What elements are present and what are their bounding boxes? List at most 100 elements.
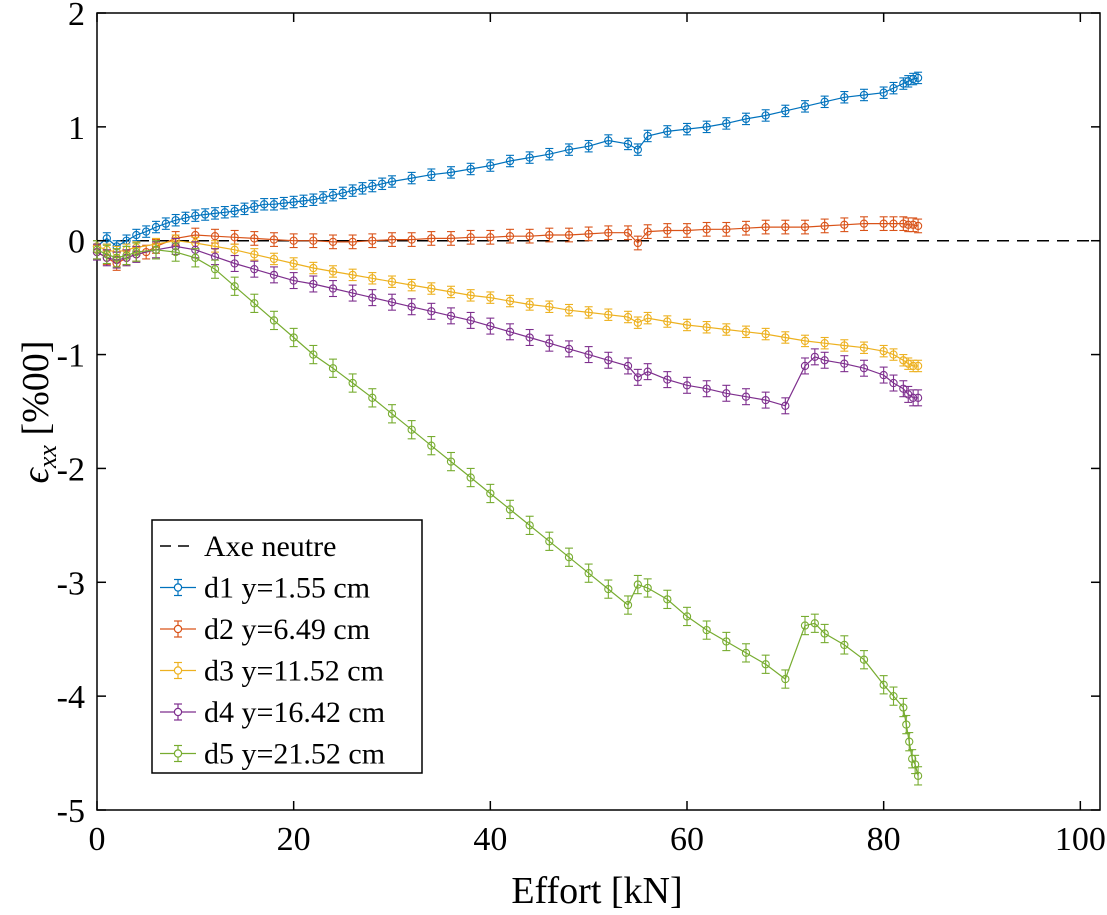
data-point: [564, 344, 574, 354]
data-point: [584, 569, 593, 578]
data-point: [545, 339, 554, 348]
data-point: [407, 235, 416, 244]
data-point: [859, 343, 869, 352]
data-point: [191, 211, 200, 220]
data-point: [250, 202, 259, 211]
data-point: [889, 219, 898, 228]
data-point: [368, 181, 377, 191]
data-point: [446, 168, 456, 177]
data-point: [151, 245, 161, 254]
data-point: [909, 220, 918, 229]
data-point: [623, 361, 633, 371]
data-point: [663, 375, 672, 384]
legend-items: Axe neutre d1 y=1.55 cm d2 y=6.49 cm d3 y=1…: [160, 530, 385, 771]
data-point: [584, 350, 593, 359]
data-point: [820, 339, 829, 348]
data-point: [840, 220, 849, 229]
data-point: [722, 119, 731, 128]
data-point: [289, 276, 298, 285]
data-point: [132, 230, 141, 240]
data-point: [633, 580, 642, 589]
data-point: [909, 361, 918, 371]
legend-marker: [173, 666, 183, 675]
legend-item-series-3: d3 y=11.52 cm: [160, 655, 384, 688]
data-point: [348, 237, 357, 247]
data-point: [102, 250, 111, 259]
data-point: [761, 329, 770, 339]
data-point: [761, 660, 770, 669]
data-point: [545, 537, 554, 546]
data-point: [358, 184, 367, 193]
data-point: [859, 364, 869, 373]
data-point: [505, 296, 515, 306]
data-point: [879, 219, 888, 228]
y-tick-label: 0: [68, 224, 85, 261]
data-point: [230, 245, 239, 254]
data-point: [210, 265, 220, 274]
data-point: [889, 83, 898, 93]
data-point: [820, 221, 829, 231]
data-point: [466, 164, 475, 174]
data-point: [663, 317, 672, 326]
data-point: [348, 288, 357, 298]
data-point: [584, 142, 593, 151]
data-point: [702, 323, 711, 332]
series-3: [92, 234, 923, 373]
data-point: [604, 584, 613, 594]
data-point: [643, 131, 652, 141]
data-point: [623, 600, 633, 610]
data-point: [446, 311, 456, 321]
data-point: [299, 196, 308, 206]
data-point: [781, 401, 790, 410]
data-point: [407, 280, 416, 290]
data-point: [161, 219, 170, 228]
data-point: [781, 674, 790, 684]
data-point: [505, 232, 515, 241]
data-point: [859, 219, 869, 228]
data-point: [309, 195, 318, 204]
data-point: [220, 208, 229, 217]
y-tick-label: -4: [57, 679, 85, 716]
data-point: [279, 198, 288, 208]
data-point: [250, 299, 259, 308]
data-point: [879, 680, 888, 689]
data-point: [564, 306, 574, 315]
data-point: [584, 229, 593, 239]
data-point: [741, 392, 751, 401]
legend-item-series-1: d1 y=1.55 cm: [160, 572, 370, 605]
data-point: [800, 361, 810, 371]
y-axis-ticks: -5 -4 -3 -2 -1 0 1 2: [57, 0, 1100, 830]
data-point: [663, 595, 672, 604]
series-5: [92, 240, 923, 786]
data-point: [800, 621, 810, 630]
data-point: [702, 225, 711, 234]
data-point: [840, 341, 849, 350]
data-point: [623, 312, 633, 322]
legend-marker: [173, 583, 183, 592]
x-axis-label: Effort [kN]: [511, 870, 682, 912]
legend-marker: [173, 624, 183, 634]
data-point: [446, 287, 456, 297]
data-point: [761, 395, 770, 405]
data-point: [427, 284, 436, 293]
data-point: [525, 300, 534, 309]
data-point: [486, 233, 495, 242]
data-point: [663, 226, 672, 235]
data-point: [525, 153, 534, 162]
data-point: [466, 316, 475, 325]
y-tick-label: -3: [57, 565, 85, 602]
data-point: [913, 361, 923, 371]
data-point: [132, 247, 141, 257]
data-point: [269, 270, 279, 280]
data-point: [387, 298, 397, 307]
y-tick-label: -1: [57, 338, 85, 375]
data-point: [486, 489, 495, 498]
data-point: [633, 238, 642, 248]
data-point: [633, 318, 642, 327]
data-point: [505, 327, 515, 336]
data-point: [604, 310, 613, 319]
data-point: [840, 359, 849, 368]
data-point: [338, 188, 347, 198]
data-point: [902, 720, 911, 729]
data-point: [909, 393, 918, 402]
